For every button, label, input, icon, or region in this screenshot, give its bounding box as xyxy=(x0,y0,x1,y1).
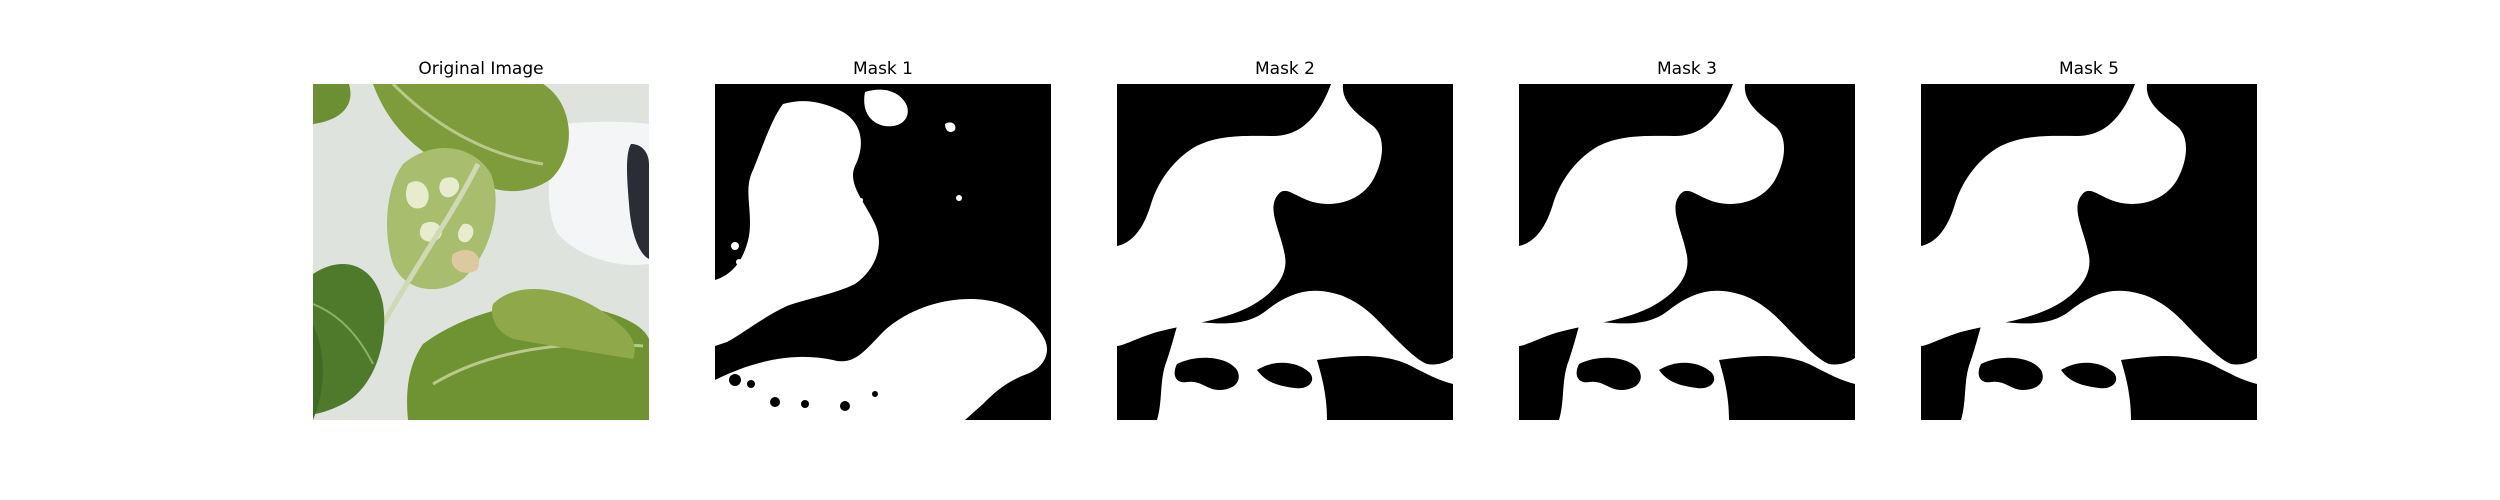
mask-5-image xyxy=(1921,84,2257,420)
panel-title: Mask 3 xyxy=(1519,58,1855,80)
mask-3-image xyxy=(1519,84,1855,420)
original-photo-svg xyxy=(313,84,649,420)
mask-1-svg xyxy=(715,84,1051,420)
panel-title: Mask 5 xyxy=(1921,58,2257,80)
mask-1-image xyxy=(715,84,1051,420)
mask-2-svg xyxy=(1117,84,1453,420)
mask-5-svg xyxy=(1921,84,2257,420)
panel-title: Mask 2 xyxy=(1117,58,1453,80)
mask-3-svg xyxy=(1519,84,1855,420)
panel-title: Original Image xyxy=(313,58,649,80)
original-image xyxy=(313,84,649,420)
mask-2-image xyxy=(1117,84,1453,420)
panel-title: Mask 1 xyxy=(715,58,1051,80)
